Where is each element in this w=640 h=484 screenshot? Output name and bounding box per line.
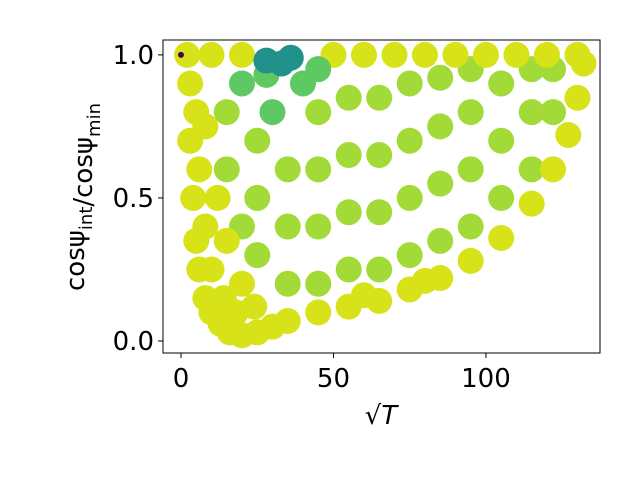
- scatter-point: [488, 184, 515, 211]
- y-tick-label: 0.5: [113, 184, 154, 214]
- scatter-point: [457, 247, 484, 274]
- scatter-point: [274, 307, 301, 334]
- scatter-point: [213, 227, 240, 254]
- scatter-point: [570, 50, 597, 77]
- scatter-point: [244, 184, 271, 211]
- scatter-point: [366, 199, 393, 226]
- scatter-point: [396, 184, 423, 211]
- scatter-point: [396, 127, 423, 154]
- scatter-point: [411, 267, 438, 294]
- scatter-point: [564, 84, 591, 111]
- scatter-point: [244, 127, 271, 154]
- scatter-point: [198, 41, 225, 68]
- x-axis-label: √T: [365, 401, 400, 431]
- scatter-point: [274, 213, 301, 240]
- scatter-point: [366, 256, 393, 283]
- scatter-point: [186, 156, 213, 183]
- scatter-point: [555, 121, 582, 148]
- scatter-point: [427, 113, 454, 140]
- scatter-point: [457, 99, 484, 126]
- scatter-point: [335, 256, 362, 283]
- scatter-point: [213, 99, 240, 126]
- scatter-point: [518, 99, 545, 126]
- scatter-point: [204, 184, 231, 211]
- scatter-point: [177, 51, 184, 58]
- scatter-point: [305, 99, 332, 126]
- scatter-point: [427, 64, 454, 91]
- scatter-point: [442, 41, 469, 68]
- y-label-part: /cosψ: [69, 137, 99, 207]
- scatter-point: [366, 84, 393, 111]
- scatter-point: [228, 41, 255, 68]
- scatter-point: [305, 56, 332, 83]
- scatter-point: [488, 224, 515, 251]
- x-tick-label: 50: [317, 364, 350, 394]
- scatter-point: [192, 113, 219, 140]
- y-label-part: cosψ: [61, 230, 91, 291]
- scatter-point: [533, 41, 560, 68]
- scatter-point: [259, 99, 286, 126]
- scatter-point: [274, 270, 301, 297]
- y-axis-label: cosψint/cosψmin: [61, 103, 105, 291]
- scatter-point: [174, 41, 201, 68]
- scatter-point: [198, 256, 225, 283]
- scatter-point: [366, 142, 393, 169]
- scatter-point: [305, 299, 332, 326]
- scatter-point: [244, 242, 271, 269]
- scatter-point: [192, 213, 219, 240]
- x-tick-label: 0: [173, 364, 190, 394]
- scatter-point: [177, 70, 204, 97]
- scatter-point: [540, 156, 567, 183]
- scatter-point: [411, 41, 438, 68]
- scatter-point: [396, 70, 423, 97]
- x-tick-label: 100: [461, 364, 511, 394]
- scatter-point: [518, 156, 545, 183]
- scatter-point: [241, 293, 268, 320]
- scatter-point: [488, 70, 515, 97]
- scatter-point: [305, 213, 332, 240]
- plot-frame: [162, 39, 601, 354]
- scatter-point: [274, 156, 301, 183]
- scatter-point: [335, 84, 362, 111]
- scatter-point: [457, 213, 484, 240]
- scatter-point: [488, 127, 515, 154]
- scatter-point: [213, 156, 240, 183]
- scatter-point: [305, 156, 332, 183]
- scatter-point: [472, 41, 499, 68]
- scatter-point: [540, 99, 567, 126]
- scatter-point: [503, 41, 530, 68]
- scatter-point: [350, 41, 377, 68]
- scatter-point: [427, 227, 454, 254]
- scatter-point: [396, 242, 423, 269]
- scatter-point: [427, 170, 454, 197]
- scatter-point: [335, 142, 362, 169]
- y-label-subscript: int: [76, 207, 97, 230]
- plot-points: [174, 41, 597, 349]
- scatter-point: [228, 70, 255, 97]
- y-tick-label: 1.0: [113, 41, 154, 71]
- y-label-subscript: min: [84, 103, 105, 137]
- scatter-point: [180, 184, 207, 211]
- scatter-point: [457, 156, 484, 183]
- scatter-point: [350, 282, 377, 309]
- y-tick-label: 0.0: [113, 327, 154, 357]
- scatter-point: [305, 270, 332, 297]
- scatter-point: [228, 270, 255, 297]
- scatter-point: [381, 41, 408, 68]
- scatter-point: [277, 44, 304, 71]
- scatter-point: [518, 190, 545, 217]
- scatter-point: [335, 199, 362, 226]
